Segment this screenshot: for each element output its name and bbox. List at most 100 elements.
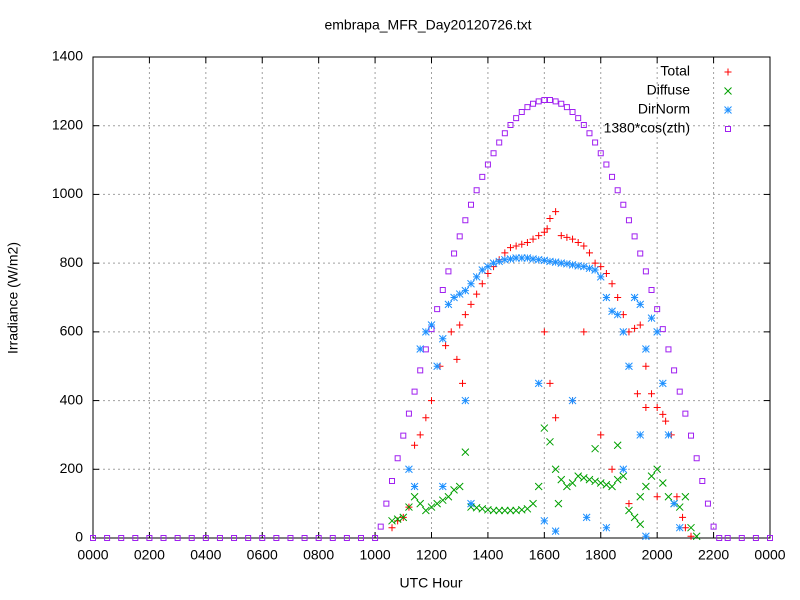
data-point	[534, 482, 543, 491]
legend-marker	[724, 87, 732, 95]
data-point	[357, 535, 364, 541]
data-point	[489, 259, 498, 267]
data-point	[613, 310, 622, 319]
data-point	[273, 535, 280, 541]
data-point	[658, 379, 667, 388]
data-point	[495, 257, 504, 266]
y-tick-label: 0	[75, 529, 83, 545]
data-point	[506, 244, 514, 252]
data-point	[529, 235, 537, 243]
y-axis-label: Irradiance (W/m2)	[5, 242, 21, 354]
data-point	[372, 535, 379, 541]
data-point	[524, 104, 531, 111]
data-point	[467, 201, 474, 208]
x-tick-label: 0200	[134, 547, 165, 563]
data-point	[596, 273, 605, 281]
data-point	[673, 493, 681, 501]
data-point	[546, 257, 554, 266]
data-point	[467, 499, 475, 508]
data-point	[699, 477, 706, 484]
data-point	[427, 321, 436, 329]
data-point	[453, 355, 461, 363]
data-point	[653, 465, 662, 474]
data-point	[687, 532, 695, 540]
data-point	[416, 345, 425, 353]
data-point	[675, 503, 684, 511]
data-point	[160, 535, 167, 541]
data-point	[546, 96, 553, 103]
data-point	[602, 293, 611, 302]
data-point	[455, 290, 464, 298]
data-point	[580, 122, 587, 129]
data-point	[301, 535, 308, 541]
plot-border	[92, 56, 771, 539]
data-point	[608, 482, 616, 491]
data-point	[496, 139, 503, 146]
data-point	[433, 499, 441, 508]
x-tick-label: 2200	[698, 547, 729, 563]
data-point	[574, 239, 582, 247]
data-point	[405, 503, 413, 511]
data-point	[647, 314, 656, 322]
x-tick-label: 2000	[642, 547, 673, 563]
data-point	[716, 535, 723, 541]
data-point	[591, 477, 599, 486]
data-point	[613, 441, 622, 450]
data-point	[479, 173, 486, 180]
data-point	[608, 465, 616, 473]
data-point	[473, 290, 481, 298]
data-point	[614, 294, 622, 301]
data-point	[676, 388, 683, 395]
y-tick-label: 600	[60, 323, 84, 339]
data-point	[704, 500, 711, 507]
data-point	[625, 362, 633, 371]
legend-marker	[725, 126, 731, 132]
y-tick-label: 800	[60, 254, 84, 270]
data-point	[687, 523, 695, 532]
data-point	[662, 417, 670, 425]
y-tick-label: 200	[60, 460, 84, 476]
data-point	[592, 139, 599, 146]
data-point	[568, 261, 577, 269]
data-point	[411, 388, 418, 395]
data-point	[569, 108, 576, 115]
data-point	[90, 535, 96, 541]
x-tick-label: 0800	[303, 547, 334, 563]
data-point	[438, 334, 447, 343]
data-point	[738, 535, 745, 541]
data-point	[104, 535, 111, 541]
data-point	[767, 535, 773, 541]
data-point	[174, 535, 181, 541]
data-point	[551, 465, 560, 474]
data-point	[563, 104, 570, 111]
data-point	[642, 268, 649, 275]
data-point	[653, 328, 662, 336]
data-point	[636, 300, 645, 309]
data-point	[648, 390, 656, 398]
data-point	[724, 535, 731, 541]
data-point	[591, 259, 599, 267]
data-point	[693, 455, 700, 462]
data-point	[416, 499, 425, 508]
data-point	[688, 432, 695, 439]
data-point	[692, 532, 701, 541]
data-point	[665, 346, 672, 353]
data-point	[506, 255, 515, 263]
data-point	[500, 506, 509, 515]
data-point	[540, 424, 549, 432]
data-point	[393, 515, 402, 523]
data-point	[530, 100, 537, 107]
data-point	[636, 321, 644, 329]
data-point	[619, 465, 628, 474]
data-point	[557, 259, 566, 267]
data-point	[654, 306, 661, 313]
data-point	[400, 432, 407, 439]
data-point	[620, 201, 627, 208]
data-point	[551, 258, 560, 266]
data-point	[574, 262, 583, 270]
data-point	[637, 250, 644, 257]
data-point	[586, 130, 593, 137]
y-tick-label: 400	[60, 391, 84, 407]
data-point	[444, 300, 453, 309]
